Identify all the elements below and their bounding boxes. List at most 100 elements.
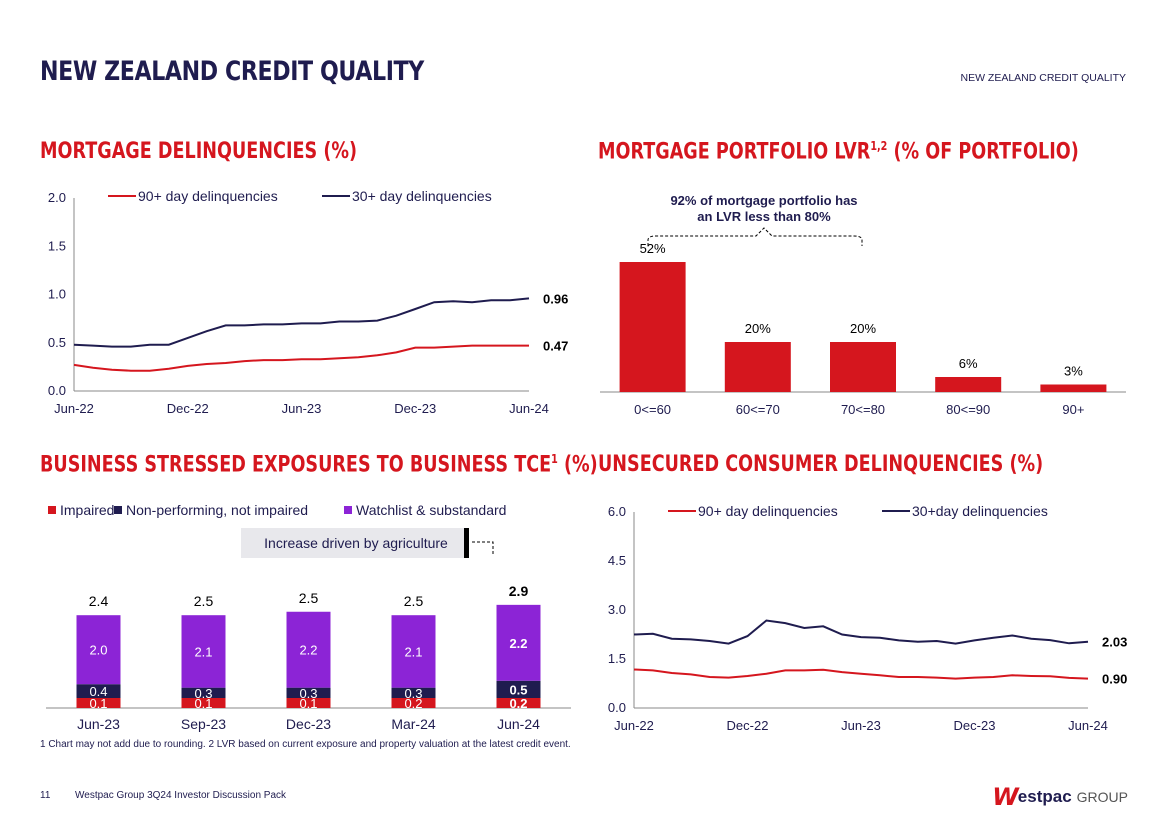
page-title: NEW ZEALAND CREDIT QUALITY (40, 56, 424, 87)
legend-swatch (48, 506, 56, 514)
stack-segment-label: 0.3 (404, 686, 422, 701)
stack-segment (286, 611, 331, 688)
x-tick-label: Jun-23 (841, 718, 881, 733)
lvr-category-label: 70<=80 (841, 402, 885, 417)
legend-label: Impaired (60, 502, 114, 518)
lvr-bar (724, 342, 791, 392)
lvr-bar-label: 6% (959, 356, 978, 371)
lvr-bar (935, 377, 1002, 392)
x-category-label: Mar-24 (391, 716, 436, 732)
mortgage-lvr-chart: 52% 0<=60 20% 60<=70 20% 70<=80 6% 80<=90 3% 90+ 9… (600, 193, 1126, 417)
y-tick-label: 0.5 (48, 335, 66, 350)
y-tick-label: 0.0 (608, 700, 626, 715)
mortgage-delinquencies-title: MORTGAGE DELINQUENCIES (%) (40, 139, 358, 164)
stack-segment (391, 687, 436, 698)
lvr-bar-label: 3% (1064, 364, 1083, 379)
stack-segment-label: 0.2 (404, 696, 422, 711)
lvr-bar (830, 342, 896, 392)
series-end-label: 0.47 (543, 339, 568, 354)
stack-total-label: 2.5 (404, 593, 424, 609)
lvr-annotation-line-1: 92% of mortgage portfolio has (670, 193, 857, 208)
legend-label: Non-performing, not impaired (126, 502, 308, 518)
stack-segment (496, 604, 541, 681)
stack-segment (181, 687, 226, 698)
stack-segment-label: 2.1 (194, 644, 212, 659)
stack-segment-label: 2.2 (299, 643, 317, 658)
y-tick-label: 4.5 (608, 553, 626, 568)
page-number: 11 (40, 790, 51, 801)
stack-segment-label: 0.1 (299, 696, 317, 711)
x-category-label: Jun-24 (497, 716, 540, 732)
x-tick-label: Jun-22 (614, 718, 654, 733)
stack-total-label: 2.5 (299, 590, 319, 606)
x-tick-label: Dec-22 (727, 718, 769, 733)
x-category-label: Jun-23 (77, 716, 120, 732)
x-tick-label: Dec-23 (954, 718, 996, 733)
lvr-bar-label: 52% (640, 241, 666, 256)
stack-segment-label: 2.1 (404, 644, 422, 659)
series-end-label: 2.03 (1102, 635, 1127, 650)
stack-segment (391, 615, 436, 688)
callout-text: Increase driven by agriculture (264, 535, 448, 551)
x-tick-label: Jun-24 (1068, 718, 1108, 733)
stack-segment-label: 0.3 (194, 686, 212, 701)
legend-label: 30+day delinquencies (912, 503, 1048, 519)
x-tick-label: Dec-22 (167, 401, 209, 416)
stack-segment (286, 698, 331, 708)
stack-segment (181, 615, 226, 688)
stack-segment-label: 0.1 (89, 696, 107, 711)
stack-segment-label: 0.4 (89, 684, 107, 699)
stack-segment (76, 615, 121, 685)
unsecured-consumer-title: UNSECURED CONSUMER DELINQUENCIES (%) (598, 452, 1044, 477)
lvr-annotation-line-2: an LVR less than 80% (697, 209, 831, 224)
stack-segment (286, 687, 331, 698)
legend-label: 90+ day delinquencies (698, 503, 838, 519)
callout-bar (464, 528, 469, 558)
y-tick-label: 1.5 (608, 651, 626, 666)
callout-connector (472, 541, 494, 554)
series-line-1 (633, 619, 1089, 645)
x-category-label: Dec-23 (286, 716, 331, 732)
stack-segment-label: 0.5 (509, 682, 527, 697)
series-line-0 (633, 668, 1089, 680)
x-tick-label: Jun-23 (282, 401, 322, 416)
lvr-category-label: 0<=60 (634, 402, 671, 417)
series-line-1 (73, 297, 530, 348)
lvr-category-label: 90+ (1062, 402, 1084, 417)
callout-box (241, 528, 467, 558)
business-stressed-chart: Impaired Non-performing, not impaired Watc… (46, 502, 571, 732)
y-tick-label: 1.0 (48, 287, 66, 302)
logo-word: estpac (1017, 787, 1072, 806)
logo-group: GROUP (1076, 789, 1128, 805)
lvr-category-label: 80<=90 (946, 402, 990, 417)
stack-segment (391, 698, 436, 708)
stack-segment-label: 2.2 (509, 636, 527, 651)
mortgage-lvr-title: MORTGAGE PORTFOLIO LVR1,2 (% OF PORTFOLI… (598, 139, 1079, 165)
westpac-w-icon: W (992, 783, 1019, 811)
series-line-0 (73, 344, 529, 372)
lvr-category-label: 60<=70 (736, 402, 780, 417)
stack-segment-label: 0.2 (509, 696, 527, 711)
stack-total-label: 2.9 (509, 583, 529, 599)
stack-segment (76, 698, 121, 708)
stack-total-label: 2.4 (89, 593, 109, 609)
y-tick-label: 0.0 (48, 383, 66, 398)
stack-segment (496, 698, 541, 708)
x-category-label: Sep-23 (181, 716, 226, 732)
x-tick-label: Dec-23 (394, 401, 436, 416)
stack-segment-label: 2.0 (89, 643, 107, 658)
series-end-label: 0.96 (543, 291, 568, 306)
westpac-logo: W estpac GROUP (992, 783, 1128, 811)
stack-segment (181, 698, 226, 708)
lvr-bar (619, 262, 686, 392)
y-tick-label: 1.5 (48, 238, 66, 253)
legend-label: 30+ day delinquencies (352, 188, 492, 204)
lvr-bar (1040, 384, 1107, 392)
header-section-label: NEW ZEALAND CREDIT QUALITY (960, 72, 1127, 84)
stack-segment-label: 0.1 (194, 696, 212, 711)
lvr-annotation-brace (647, 227, 863, 246)
stack-total-label: 2.5 (194, 593, 214, 609)
business-stressed-title: BUSINESS STRESSED EXPOSURES TO BUSINESS … (40, 452, 598, 478)
legend-label: Watchlist & substandard (356, 502, 506, 518)
legend-swatch (114, 506, 122, 514)
